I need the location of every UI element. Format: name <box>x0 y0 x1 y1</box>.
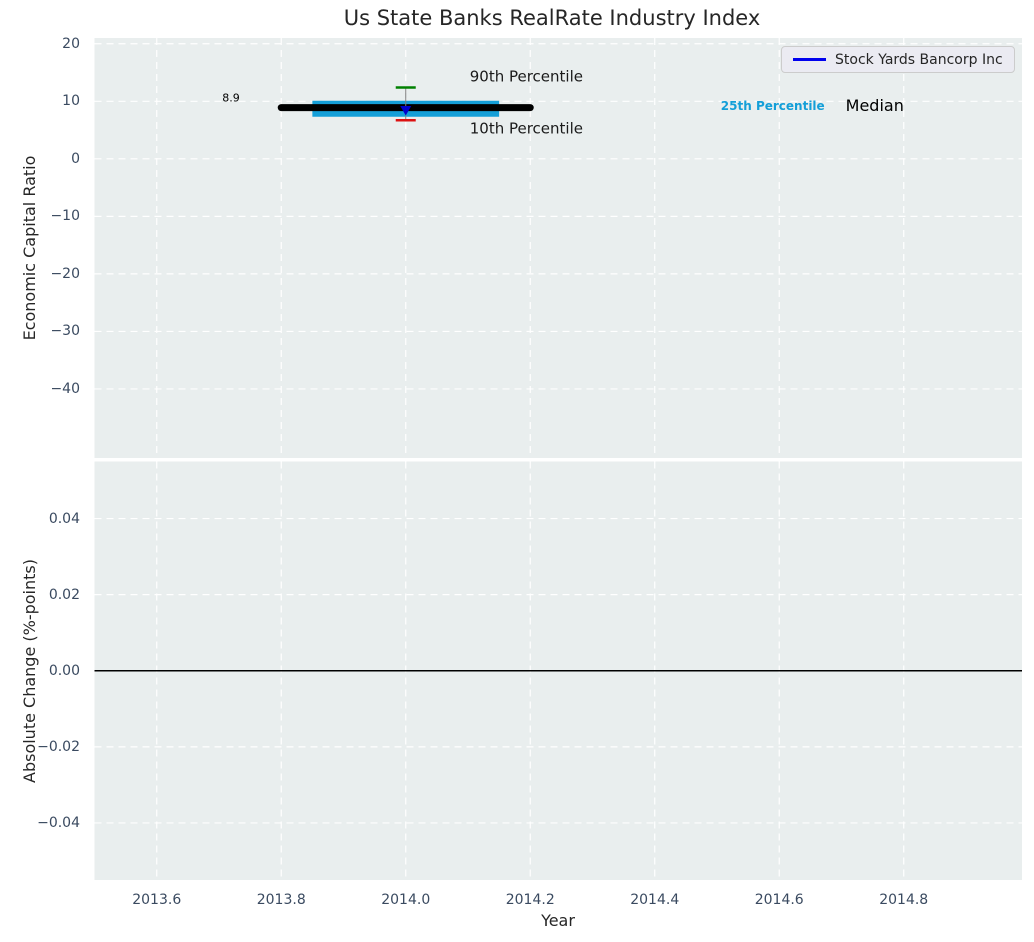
x-tick-label: 2014.8 <box>879 892 929 908</box>
x-tick-label: 2013.6 <box>132 892 182 908</box>
x-tick-label: 2014.0 <box>381 892 431 908</box>
x-axis-label: Year <box>541 911 575 930</box>
p25-annotation: 25th Percentile <box>720 98 825 113</box>
y-axis-label-top: Economic Capital Ratio <box>20 155 39 341</box>
x-tick-label: 2014.4 <box>630 892 680 908</box>
company-point-marker <box>400 106 412 116</box>
y-tick-label-bottom: 0.02 <box>48 586 80 603</box>
legend-line-sample <box>793 58 826 61</box>
y-tick-label-bottom: 0.04 <box>48 510 80 527</box>
p10-annotation: 10th Percentile <box>469 119 583 138</box>
point-value-annotation: 8.9 <box>222 91 240 105</box>
axes-background-top <box>94 38 1022 458</box>
legend: Stock Yards Bancorp Inc <box>781 46 1015 73</box>
y-tick-label-bottom: −0.02 <box>37 738 80 755</box>
y-tick-label-top: 0 <box>71 150 80 167</box>
y-tick-label-top: 10 <box>62 93 80 110</box>
chart-title: Us State Banks RealRate Industry Index <box>343 6 761 30</box>
legend-label: Stock Yards Bancorp Inc <box>835 51 1003 68</box>
x-tick-label: 2014.2 <box>505 892 555 908</box>
y-tick-label-top: −30 <box>50 323 80 340</box>
x-tick-label: 2013.8 <box>256 892 306 908</box>
p90-annotation: 90th Percentile <box>469 67 583 86</box>
y-tick-label-top: −20 <box>50 265 80 282</box>
median-annotation: Median <box>845 96 904 116</box>
y-tick-label-top: −40 <box>50 380 80 397</box>
y-tick-label-bottom: 0.00 <box>48 662 80 679</box>
y-tick-label-bottom: −0.04 <box>37 814 80 831</box>
x-tick-label: 2014.6 <box>754 892 804 908</box>
y-tick-label-top: 20 <box>62 35 80 52</box>
y-tick-label-top: −10 <box>50 208 80 225</box>
